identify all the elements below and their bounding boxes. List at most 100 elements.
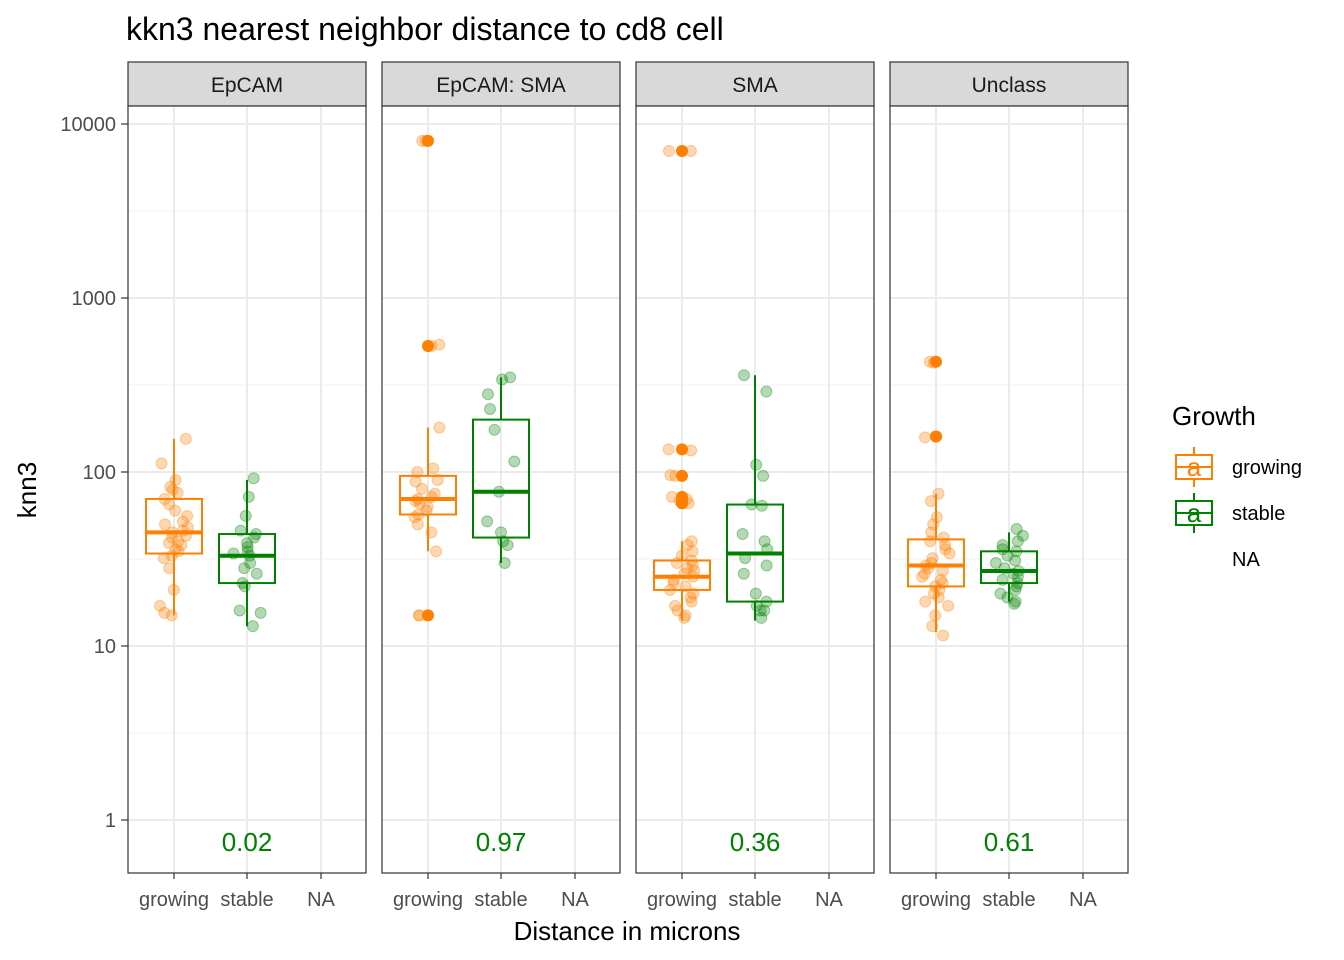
data-point [738, 369, 751, 382]
x-tick-label: NA [1069, 889, 1097, 911]
data-point [749, 587, 762, 600]
data-point [431, 473, 444, 486]
legend-title: Growth [1172, 401, 1256, 431]
x-tick-label: NA [307, 889, 335, 911]
data-point [504, 371, 517, 384]
data-point [247, 472, 260, 485]
data-point [433, 421, 446, 434]
data-point [932, 591, 945, 604]
outlier-point [930, 430, 942, 443]
data-point [169, 504, 182, 517]
outlier-point [676, 497, 688, 510]
data-point [238, 562, 251, 575]
series-stable [726, 369, 784, 624]
series-stable [472, 371, 530, 569]
legend-key-symbol: a [1187, 452, 1202, 482]
data-point [421, 500, 434, 513]
box [907, 538, 965, 588]
data-point [1011, 535, 1024, 548]
facet-strip [889, 61, 1129, 107]
data-point [411, 518, 424, 531]
series-growing [907, 355, 965, 642]
data-point [1010, 523, 1023, 536]
legend-label: growing [1232, 457, 1302, 479]
facet-panels: EpCAM 0.02 growing stable NA EpCAM: SMA 0.97 gr… [127, 61, 1129, 911]
x-tick-label: stable [220, 889, 273, 911]
data-point [760, 559, 773, 572]
data-point [684, 591, 697, 604]
data-point [172, 535, 185, 548]
data-point [924, 535, 937, 548]
data-point [488, 423, 501, 436]
data-point [481, 515, 494, 528]
chart-title: kkn3 nearest neighbor distance to cd8 ce… [126, 11, 724, 47]
data-point [919, 595, 932, 608]
data-point [989, 556, 1002, 569]
data-point [1009, 554, 1022, 567]
data-point [233, 604, 246, 617]
data-point [239, 509, 252, 522]
data-point [678, 611, 691, 624]
data-point [757, 469, 770, 482]
x-tick-label: growing [139, 889, 209, 911]
data-point [483, 403, 496, 416]
facet-panel: EpCAM 0.02 growing stable NA [127, 61, 367, 911]
data-point [241, 537, 254, 550]
facet-strip-label: Unclass [972, 74, 1047, 97]
outlier-point [422, 609, 434, 622]
p-value-label: 0.97 [476, 827, 527, 857]
legend-item: a stable [1175, 493, 1285, 533]
data-point [158, 606, 171, 619]
data-point [1008, 597, 1021, 610]
facet-strip-label: SMA [732, 74, 778, 97]
data-point [939, 543, 952, 556]
data-point [430, 545, 443, 558]
box [980, 550, 1038, 585]
data-point [241, 541, 254, 554]
data-point [736, 528, 749, 541]
data-point [508, 455, 521, 468]
data-point [685, 595, 698, 608]
data-point [427, 462, 440, 475]
data-point [760, 385, 773, 398]
data-point [686, 545, 699, 558]
outlier-point [676, 144, 688, 157]
outlier-point [676, 443, 688, 456]
data-point [926, 620, 939, 633]
y-tick-label: 10 [94, 636, 116, 658]
x-axis-title: Distance in microns [514, 916, 741, 946]
data-point [671, 604, 684, 617]
data-point [166, 483, 179, 496]
y-axis: 1 10 100 1000 10000 [60, 114, 128, 832]
y-tick-label: 1 [105, 810, 116, 832]
data-point [919, 431, 932, 444]
legend-label: NA [1232, 549, 1260, 571]
data-point [1016, 529, 1029, 542]
data-point [758, 535, 771, 548]
data-point [154, 599, 167, 612]
series-growing [653, 144, 711, 624]
p-value-label: 0.36 [730, 827, 781, 857]
x-tick-label: stable [982, 889, 1035, 911]
outlier-point [676, 469, 688, 482]
facet-panel: Unclass 0.61 growing stable NA [889, 61, 1129, 911]
data-point [758, 604, 771, 617]
data-point [165, 609, 178, 622]
data-point [1009, 595, 1022, 608]
data-point [246, 620, 259, 633]
x-tick-label: stable [474, 889, 527, 911]
data-point [169, 473, 182, 486]
facet-strip [381, 61, 621, 107]
data-point [411, 466, 424, 478]
data-point [416, 482, 429, 495]
outlier-point [422, 134, 434, 147]
data-point [994, 587, 1007, 600]
facet-panel: EpCAM: SMA 0.97 growing stable NA [381, 61, 621, 911]
data-point [179, 432, 192, 445]
data-point [670, 556, 683, 569]
data-point [481, 388, 494, 401]
data-point [925, 495, 938, 508]
data-point [1001, 591, 1014, 604]
data-point [181, 509, 194, 522]
